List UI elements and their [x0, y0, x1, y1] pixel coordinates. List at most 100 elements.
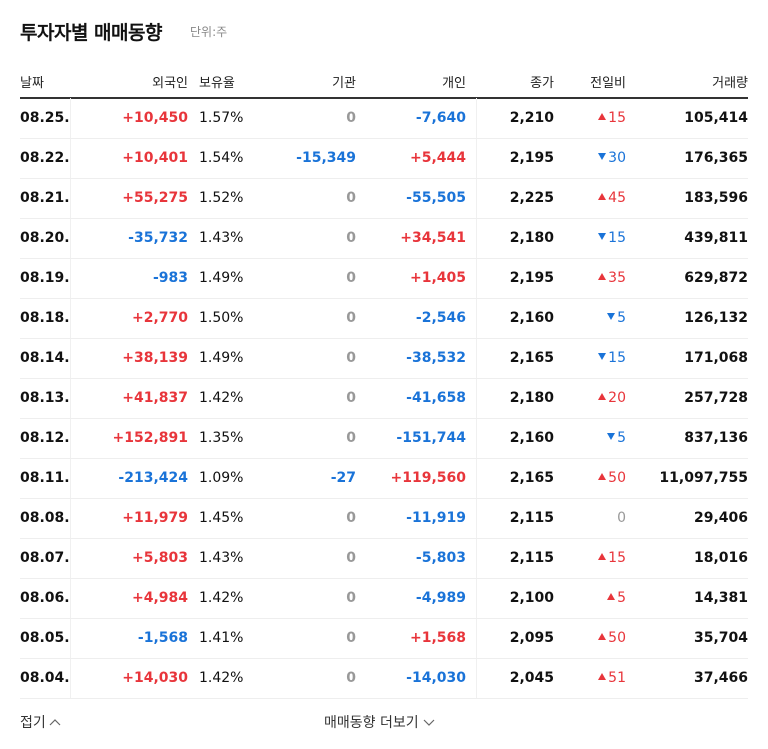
- holding-ratio-cell: 1.54%: [199, 150, 244, 166]
- change-arrow: [607, 433, 616, 440]
- holding-ratio-cell: 1.43%: [199, 230, 244, 246]
- individual-net-cell: -11,919: [406, 510, 466, 526]
- close-price-cell: 2,095: [509, 630, 554, 646]
- change-value: 50: [608, 630, 626, 646]
- holding-ratio-cell: 1.35%: [199, 430, 244, 446]
- column-header: 전일비: [590, 76, 626, 91]
- change-value: 45: [608, 190, 626, 206]
- volume-cell: 629,872: [684, 270, 748, 286]
- change-arrow: [607, 593, 616, 600]
- institution-net-cell: 0: [346, 110, 356, 126]
- institution-net-cell: 0: [346, 350, 356, 366]
- change-cell: 5: [607, 578, 626, 618]
- date-cell: 08.14.: [20, 350, 70, 366]
- chevron-down: [423, 719, 435, 726]
- date-cell: 08.19.: [20, 270, 70, 286]
- foreign-net-cell: -213,424: [118, 470, 188, 486]
- row-divider: [20, 618, 748, 619]
- holding-ratio-cell: 1.50%: [199, 310, 244, 326]
- change-cell: 30: [598, 138, 626, 178]
- row-divider: [20, 138, 748, 139]
- more-button[interactable]: 매매동향 더보기: [324, 712, 436, 732]
- change-cell: 20: [598, 378, 626, 418]
- volume-cell: 171,068: [684, 350, 748, 366]
- holding-ratio-cell: 1.45%: [199, 510, 244, 526]
- change-value: 20: [608, 390, 626, 406]
- individual-net-cell: -5,803: [415, 550, 466, 566]
- column-header: 기관: [332, 76, 356, 91]
- row-divider: [20, 578, 748, 579]
- institution-net-cell: 0: [346, 590, 356, 606]
- row-divider: [20, 498, 748, 499]
- chevron-up: [49, 719, 61, 726]
- date-cell: 08.21.: [20, 190, 70, 206]
- change-cell: 0: [617, 498, 626, 538]
- volume-cell: 837,136: [684, 430, 748, 446]
- holding-ratio-cell: 1.49%: [199, 350, 244, 366]
- collapse-label: 접기: [20, 715, 46, 731]
- date-cell: 08.05.: [20, 630, 70, 646]
- change-arrow: [607, 313, 616, 320]
- individual-net-cell: -2,546: [415, 310, 466, 326]
- holding-ratio-cell: 1.09%: [199, 470, 244, 486]
- holding-ratio-cell: 1.52%: [199, 190, 244, 206]
- change-arrow: [598, 553, 607, 560]
- change-value: 15: [608, 110, 626, 126]
- change-value: 5: [617, 310, 626, 326]
- close-price-cell: 2,180: [509, 390, 554, 406]
- close-price-cell: 2,225: [509, 190, 554, 206]
- volume-cell: 11,097,755: [659, 470, 748, 486]
- change-arrow: [598, 393, 607, 400]
- change-value: 0: [617, 510, 626, 526]
- volume-cell: 37,466: [693, 670, 748, 686]
- individual-net-cell: -41,658: [406, 390, 466, 406]
- change-value: 15: [608, 230, 626, 246]
- change-cell: 50: [598, 458, 626, 498]
- individual-net-cell: +34,541: [400, 230, 466, 246]
- date-cell: 08.18.: [20, 310, 70, 326]
- change-value: 50: [608, 470, 626, 486]
- close-price-cell: 2,195: [509, 150, 554, 166]
- individual-net-cell: +1,568: [409, 630, 466, 646]
- change-cell: 51: [598, 658, 626, 698]
- holding-ratio-cell: 1.49%: [199, 270, 244, 286]
- volume-cell: 126,132: [684, 310, 748, 326]
- holding-ratio-cell: 1.43%: [199, 550, 244, 566]
- date-cell: 08.13.: [20, 390, 70, 406]
- title: 투자자별 매매동향: [20, 22, 162, 44]
- close-price-cell: 2,045: [509, 670, 554, 686]
- foreign-net-cell: -35,732: [128, 230, 188, 246]
- change-cell: 45: [598, 178, 626, 218]
- change-value: 35: [608, 270, 626, 286]
- close-price-cell: 2,165: [509, 350, 554, 366]
- institution-net-cell: -27: [330, 470, 356, 486]
- column-divider: [476, 98, 477, 698]
- individual-net-cell: -14,030: [406, 670, 466, 686]
- volume-cell: 14,381: [693, 590, 748, 606]
- individual-net-cell: -151,744: [396, 430, 466, 446]
- change-arrow: [598, 633, 607, 640]
- change-cell: 5: [607, 298, 626, 338]
- column-header: 외국인: [152, 76, 188, 91]
- change-arrow: [598, 233, 607, 240]
- row-divider: [20, 258, 748, 259]
- institution-net-cell: 0: [346, 510, 356, 526]
- collapse-button[interactable]: 접기: [20, 712, 62, 732]
- foreign-net-cell: +152,891: [112, 430, 189, 446]
- close-price-cell: 2,100: [509, 590, 554, 606]
- row-divider: [20, 338, 748, 339]
- institution-net-cell: 0: [346, 670, 356, 686]
- volume-cell: 257,728: [684, 390, 748, 406]
- row-divider: [20, 178, 748, 179]
- row-divider: [20, 298, 748, 299]
- change-arrow: [598, 273, 607, 280]
- volume-cell: 176,365: [684, 150, 748, 166]
- foreign-net-cell: +11,979: [122, 510, 188, 526]
- row-divider: [20, 218, 748, 219]
- row-divider: [20, 658, 748, 659]
- column-header: 보유율: [199, 76, 235, 91]
- individual-net-cell: -38,532: [406, 350, 466, 366]
- date-cell: 08.12.: [20, 430, 70, 446]
- foreign-net-cell: +2,770: [131, 310, 188, 326]
- close-price-cell: 2,115: [509, 510, 554, 526]
